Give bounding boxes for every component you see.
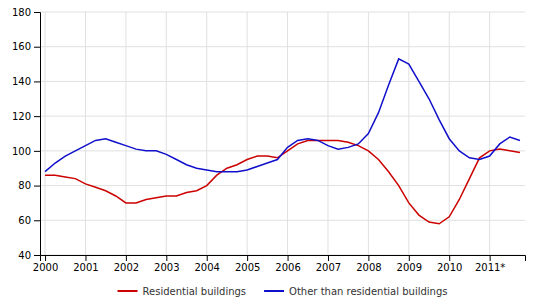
tick-mark — [45, 255, 46, 261]
tick: 40 — [18, 250, 40, 261]
tick-mark — [85, 255, 86, 261]
grid-line — [40, 12, 525, 13]
tick: 2002 — [114, 255, 139, 273]
tick: 2011* — [475, 255, 505, 273]
axis-line — [41, 256, 526, 262]
legend-label: Residential buildings — [143, 286, 247, 297]
legend: Residential buildings Other than resident… — [118, 286, 448, 297]
tick-mark — [207, 255, 208, 261]
tick-mark — [34, 151, 40, 152]
tick: 2005 — [235, 255, 260, 273]
tick: 2009 — [397, 255, 422, 273]
tick-label: 2005 — [235, 262, 260, 273]
grid-line — [40, 81, 525, 82]
tick-label: 100 — [12, 146, 31, 157]
tick-mark — [34, 220, 40, 221]
tick-label: 140 — [12, 76, 31, 87]
tick-mark — [166, 255, 167, 261]
tick-label: 2000 — [33, 262, 58, 273]
grid-line — [40, 220, 525, 221]
tick-label: 2011* — [475, 262, 505, 273]
tick-mark — [409, 255, 410, 261]
grid-line — [45, 12, 46, 255]
tick-mark — [34, 47, 40, 48]
grid-line — [85, 12, 86, 255]
tick-label: 120 — [12, 111, 31, 122]
tick-label: 180 — [12, 7, 31, 18]
tick: 2001 — [73, 255, 98, 273]
grid-line — [40, 150, 525, 151]
y-axis: 40 60 80 100 120 140 160 180 — [12, 7, 41, 261]
plot: 4060801001201401601802000200120022003200… — [12, 7, 526, 273]
grid-line — [40, 46, 525, 47]
tick-mark — [34, 116, 40, 117]
tick: 100 — [12, 146, 40, 157]
tick: 2010 — [437, 255, 462, 273]
legend-label: Other than residential buildings — [289, 286, 447, 297]
tick: 180 — [12, 7, 40, 18]
grid — [40, 12, 525, 255]
grid-line — [287, 12, 288, 255]
tick-mark — [34, 186, 40, 187]
grid-line — [125, 12, 126, 255]
tick-label: 2001 — [73, 262, 98, 273]
tick-mark — [449, 255, 450, 261]
tick-mark — [34, 81, 40, 82]
legend-swatch — [264, 290, 284, 292]
tick: 160 — [12, 41, 40, 52]
tick-mark — [126, 255, 127, 261]
tick-label: 2004 — [194, 262, 219, 273]
grid-line — [166, 12, 167, 255]
tick: 2008 — [356, 255, 381, 273]
tick: 2007 — [316, 255, 341, 273]
grid-line — [247, 12, 248, 255]
tick-label: 40 — [18, 250, 31, 261]
tick: 140 — [12, 76, 40, 87]
grid-line — [327, 12, 328, 255]
tick: 2003 — [154, 255, 179, 273]
grid-line — [206, 12, 207, 255]
tick-label: 160 — [12, 41, 31, 52]
tick-mark — [34, 255, 40, 256]
tick-label: 2007 — [316, 262, 341, 273]
lines — [45, 59, 520, 224]
tick-mark — [288, 255, 289, 261]
grid-line — [40, 185, 525, 186]
grid-line — [408, 12, 409, 255]
tick-label: 80 — [18, 180, 31, 191]
tick: 2004 — [194, 255, 219, 273]
legend-item: Residential buildings — [118, 286, 247, 297]
tick-label: 2002 — [114, 262, 139, 273]
tick: 60 — [18, 215, 40, 226]
grid-line — [40, 116, 525, 117]
tick-label: 2010 — [437, 262, 462, 273]
tick-label: 2009 — [397, 262, 422, 273]
tick-label: 2006 — [275, 262, 300, 273]
tick-mark — [368, 255, 369, 261]
tick-mark — [490, 255, 491, 261]
tick-mark — [328, 255, 329, 261]
tick-mark — [34, 12, 40, 13]
tick-label: 2003 — [154, 262, 179, 273]
tick: 2006 — [275, 255, 300, 273]
x-axis: 2000 2001 2002 2003 2004 2005 2006 2007 2008 2009… — [33, 255, 526, 273]
tick-label: 60 — [18, 215, 31, 226]
tick: 80 — [18, 180, 40, 191]
chart: 4060801001201401601802000200120022003200… — [0, 0, 541, 305]
legend-swatch — [118, 290, 138, 292]
tick-label: 2008 — [356, 262, 381, 273]
tick: 120 — [12, 111, 40, 122]
tick-mark — [247, 255, 248, 261]
axis-line — [34, 13, 41, 256]
legend-item: Other than residential buildings — [264, 286, 447, 297]
grid-line — [489, 12, 490, 255]
tick: 2000 — [33, 255, 58, 273]
series-line — [45, 59, 520, 172]
grid-line — [449, 12, 450, 255]
